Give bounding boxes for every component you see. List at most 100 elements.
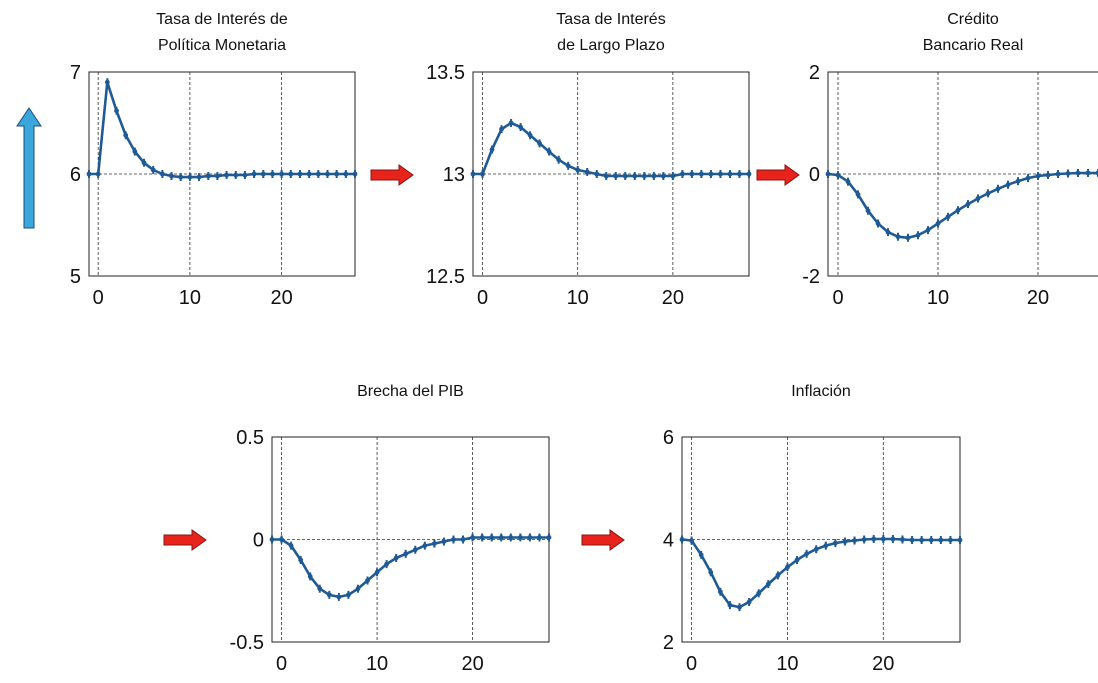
data-point: [1055, 170, 1061, 178]
data-point: [1045, 171, 1051, 180]
data-point: [196, 173, 202, 182]
x-tick-label: 0: [686, 653, 697, 675]
data-point: [995, 184, 1001, 193]
chart-panel-1: Tasa de Interés de Política Monetaria 0 10 2…: [70, 11, 358, 309]
data-point: [928, 536, 934, 545]
data-point: [412, 545, 418, 554]
data-point: [865, 206, 871, 215]
data-point: [880, 534, 886, 543]
right-arrow-icon: [581, 529, 625, 551]
x-tick-label: 10: [927, 287, 949, 309]
data-point: [699, 170, 704, 178]
y-tick-label: 13.5: [426, 62, 465, 84]
data-point: [584, 167, 590, 176]
data-point: [804, 549, 810, 558]
x-tick-label: 0: [93, 287, 104, 309]
data-point: [689, 170, 695, 178]
data-point: [470, 170, 476, 178]
data-point: [835, 171, 841, 180]
data-point: [298, 556, 304, 564]
data-point: [823, 541, 829, 550]
data-point: [224, 171, 229, 180]
data-point: [374, 568, 380, 577]
data-point: [885, 228, 891, 237]
x-tick-label: 10: [776, 653, 798, 675]
x-tick-label: 10: [366, 653, 388, 675]
x-tick-label: 20: [662, 287, 684, 309]
data-point: [948, 536, 953, 545]
x-tick-label: 0: [832, 287, 843, 309]
chart-title-line: Política Monetaria: [158, 37, 286, 54]
data-point: [251, 170, 257, 178]
data-point: [546, 533, 552, 542]
data-point: [575, 165, 581, 174]
y-tick-label: 7: [70, 62, 81, 84]
right-arrow-icon: [163, 529, 207, 551]
data-point: [169, 172, 174, 181]
chart-title-line: Brecha del PIB: [357, 383, 464, 400]
data-point: [205, 172, 211, 181]
data-point: [499, 125, 504, 134]
data-point: [279, 170, 285, 178]
data-point: [852, 536, 857, 545]
chart-title-line: Inflación: [791, 383, 851, 400]
y-tick-label: 2: [663, 632, 674, 654]
data-point: [775, 571, 781, 580]
y-tick-label: -0.5: [230, 632, 264, 654]
data-point: [86, 170, 92, 178]
data-point: [326, 590, 332, 599]
data-point: [842, 537, 848, 546]
data-point: [794, 556, 800, 564]
x-tick-label: 0: [276, 653, 287, 675]
right-arrow-icon: [370, 164, 414, 186]
y-tick-label: 12.5: [426, 266, 465, 288]
data-point: [765, 580, 771, 589]
data-point: [1035, 172, 1041, 181]
data-point: [945, 212, 951, 221]
data-point: [938, 536, 944, 545]
data-point: [403, 549, 409, 558]
x-tick-label: 20: [270, 287, 292, 309]
data-point: [955, 206, 961, 215]
data-point: [242, 171, 248, 180]
data-point: [114, 106, 119, 115]
x-tick-label: 20: [1027, 287, 1049, 309]
data-point: [679, 170, 685, 178]
data-point: [1065, 169, 1071, 178]
data-point: [527, 131, 533, 140]
data-point: [537, 533, 542, 542]
x-tick-label: 20: [872, 653, 894, 675]
data-point: [727, 601, 733, 610]
series-line: [827, 171, 1098, 240]
chart-panel-5: Inflación 0 10 20 2 4 6: [663, 383, 963, 675]
data-point: [269, 535, 275, 544]
data-point: [594, 170, 600, 178]
data-point: [915, 231, 921, 240]
data-point: [215, 172, 220, 181]
data-point: [689, 536, 694, 545]
data-point: [785, 563, 790, 572]
data-point: [537, 139, 543, 148]
data-point: [1095, 168, 1098, 177]
data-point: [708, 568, 714, 577]
up-arrow-icon: [16, 107, 42, 229]
x-tick-label: 20: [461, 653, 483, 675]
data-point: [334, 170, 340, 178]
data-point: [431, 539, 437, 548]
data-point: [935, 219, 941, 228]
y-tick-label: 6: [663, 427, 674, 449]
data-point: [708, 170, 714, 178]
data-point: [603, 172, 609, 181]
data-point: [336, 592, 342, 601]
data-point: [315, 170, 321, 178]
chart-title-line: Tasa de Interés: [556, 11, 665, 28]
data-point: [270, 170, 275, 178]
data-point: [123, 131, 129, 140]
data-point: [365, 576, 370, 585]
data-point: [670, 172, 676, 181]
data-point: [346, 590, 351, 599]
data-point: [518, 123, 523, 132]
series-line: [681, 537, 960, 609]
y-tick-label: -2: [802, 266, 820, 288]
data-point: [660, 172, 666, 181]
